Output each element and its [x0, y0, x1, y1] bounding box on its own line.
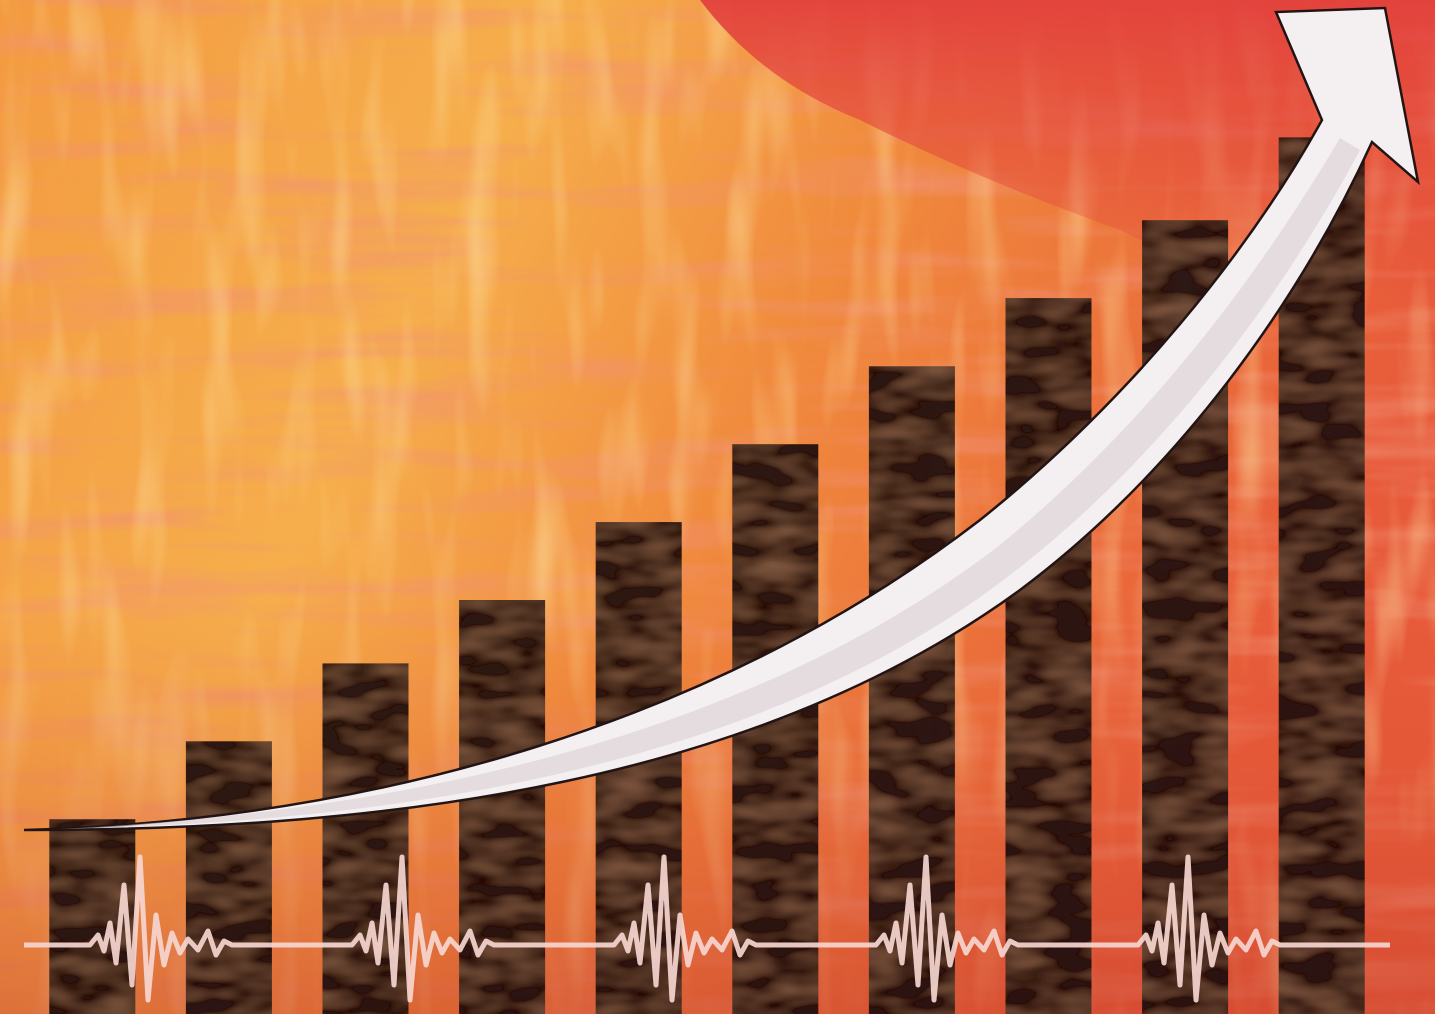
trend-arrow-group [23, 6, 1420, 832]
bar-4 [459, 600, 546, 1014]
pulse-line [24, 854, 1390, 1003]
trend-arrow-shading [60, 138, 1360, 829]
bar-2 [185, 741, 272, 1014]
pulse-line-group [24, 854, 1390, 1003]
bar-8 [1005, 298, 1092, 1014]
